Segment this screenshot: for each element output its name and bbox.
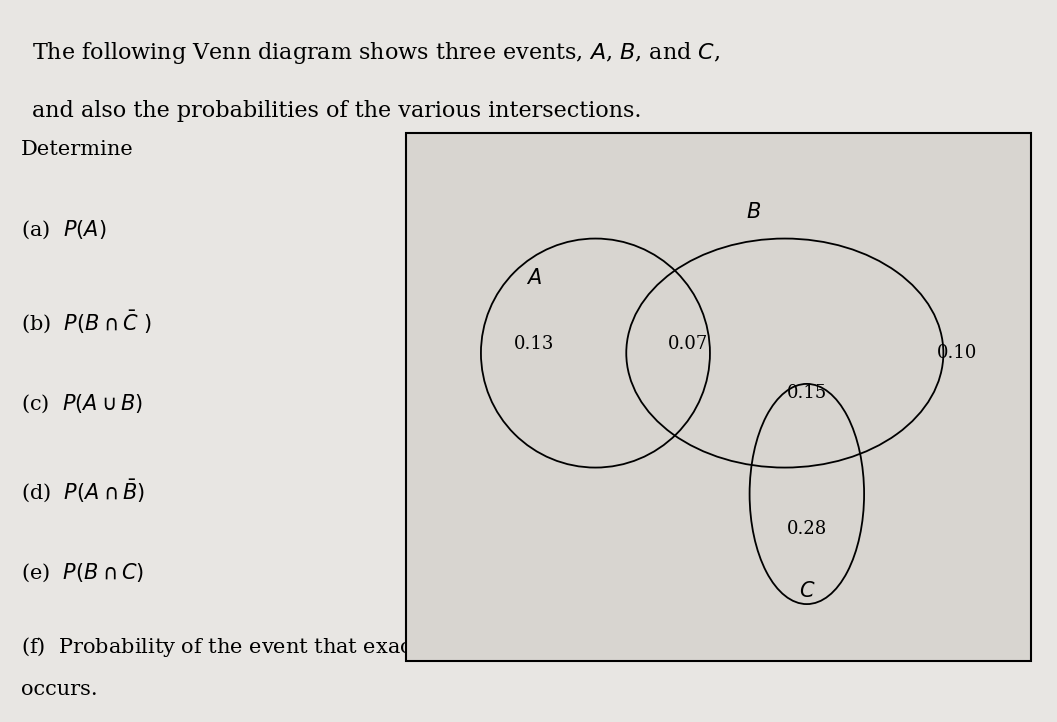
Text: 0.28: 0.28	[786, 521, 827, 538]
Text: (c)  $P(\mathit{A} \cup \mathit{B})$: (c) $P(\mathit{A} \cup \mathit{B})$	[21, 393, 144, 415]
Text: 0.10: 0.10	[937, 344, 977, 362]
Text: 0.13: 0.13	[514, 335, 554, 353]
Text: $\mathit{B}$: $\mathit{B}$	[746, 202, 761, 222]
Text: 0.15: 0.15	[786, 383, 827, 401]
Text: (a)  $P(\mathit{A})$: (a) $P(\mathit{A})$	[21, 219, 107, 241]
Text: $\mathit{A}$: $\mathit{A}$	[525, 268, 542, 288]
Text: The following Venn diagram shows three events, $\mathit{A}$, $\mathit{B}$, and $: The following Venn diagram shows three e…	[32, 40, 720, 66]
Text: (d)  $P(\mathit{A} \cap \bar{\mathit{B}})$: (d) $P(\mathit{A} \cap \bar{\mathit{B}})…	[21, 477, 145, 504]
Text: 0.07: 0.07	[668, 335, 708, 353]
Text: occurs.: occurs.	[21, 680, 97, 700]
Text: and also the probabilities of the various intersections.: and also the probabilities of the variou…	[32, 100, 642, 122]
Text: (b)  $P(\mathit{B} \cap \bar{\mathit{C}}\ )$: (b) $P(\mathit{B} \cap \bar{\mathit{C}}\…	[21, 308, 152, 335]
Text: (e)  $P(\mathit{B} \cap \mathit{C})$: (e) $P(\mathit{B} \cap \mathit{C})$	[21, 562, 145, 584]
Text: Determine: Determine	[21, 139, 134, 159]
Text: (f)  Probability of the event that exactly one of $\mathit{A}$, $\mathit{B}$, an: (f) Probability of the event that exactl…	[21, 635, 634, 659]
Text: $\mathit{C}$: $\mathit{C}$	[799, 581, 815, 601]
